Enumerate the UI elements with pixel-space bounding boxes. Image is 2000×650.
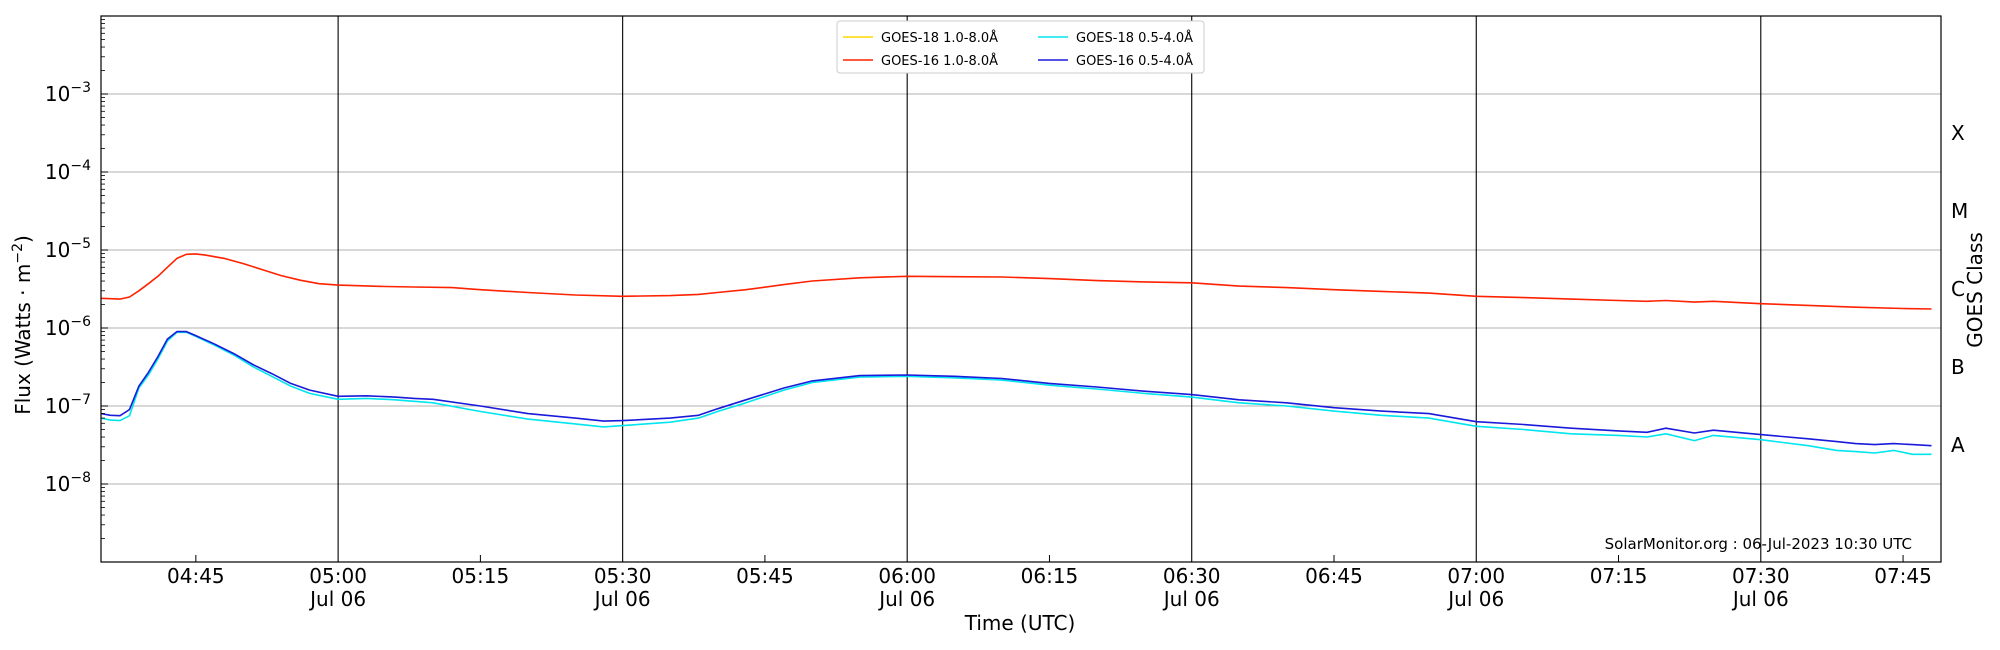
y-tick-label: 10−8 [45, 470, 91, 496]
plot-frame [100, 15, 1942, 563]
series-line-2 [100, 253, 1932, 310]
y-tick-label-exponent: −8 [70, 470, 91, 486]
x-tick-label: 05:00 [309, 564, 367, 588]
goes-class-label: X [1951, 121, 1965, 145]
y-tick-label-base: 10 [45, 394, 70, 418]
x-tick-date-label: Jul 06 [1446, 587, 1504, 611]
y-tick-label-exponent: −5 [70, 236, 91, 252]
y-tick-label-base: 10 [45, 316, 70, 340]
x-tick-label: 05:45 [736, 564, 794, 588]
legend-box [836, 20, 1205, 74]
y-tick-label-exponent: −6 [70, 314, 91, 330]
x-tick-date-label: Jul 06 [593, 587, 651, 611]
y-axis-title-main: Flux (Watts · m [11, 264, 35, 415]
goes-class-label: B [1951, 355, 1965, 379]
goes-class-label: A [1951, 433, 1965, 457]
legend-label: GOES-16 0.5-4.0Å [1076, 53, 1193, 69]
y-tick-label-exponent: −7 [70, 392, 91, 408]
goes-class-label: M [1951, 199, 1968, 223]
x-tick-date-label: Jul 06 [1731, 587, 1789, 611]
x-tick-label: 06:45 [1305, 564, 1363, 588]
y-tick-label-base: 10 [45, 82, 70, 106]
legend-label: GOES-18 1.0-8.0Å [881, 30, 998, 46]
x-tick-date-label: Jul 06 [308, 587, 366, 611]
y-axis-title-exponent: −2 [10, 243, 26, 264]
y-tick-label: 10−6 [45, 314, 91, 340]
x-tick-label: 05:30 [594, 564, 652, 588]
goes-class-label: C [1951, 277, 1965, 301]
x-tick-label: 07:45 [1874, 564, 1932, 588]
credit-text: SolarMonitor.org : 06-Jul-2023 10:30 UTC [1605, 535, 1912, 553]
x-tick-label: 07:15 [1590, 564, 1648, 588]
legend-label: GOES-16 1.0-8.0Å [881, 53, 998, 69]
y-tick-label-exponent: −4 [70, 158, 91, 174]
y-tick-label: 10−3 [45, 80, 91, 106]
x-tick-label: 04:45 [167, 564, 225, 588]
y-tick-labels: 10−810−710−610−510−410−3 [45, 80, 91, 496]
x-axis-title: Time (UTC) [964, 611, 1076, 635]
y-tick-label-base: 10 [45, 160, 70, 184]
x-tick-date-label: Jul 06 [1162, 587, 1220, 611]
y-tick-label-exponent: −3 [70, 80, 91, 96]
series-layer [100, 253, 1932, 456]
x-tick-label: 05:15 [452, 564, 510, 588]
y-tick-label: 10−4 [45, 158, 91, 184]
legend-label: GOES-18 0.5-4.0Å [1076, 30, 1193, 46]
y-tick-label-base: 10 [45, 472, 70, 496]
goes-class-labels: A B C M X [1951, 121, 1968, 457]
x-tick-label: 07:00 [1447, 564, 1505, 588]
y-axis-title-close: ) [11, 235, 35, 243]
y-tick-label: 10−7 [45, 392, 91, 418]
series-line-4 [100, 330, 1932, 447]
x-tick-label: 06:00 [878, 564, 936, 588]
x-tick-label: 07:30 [1732, 564, 1790, 588]
legend: GOES-18 1.0-8.0Å GOES-16 1.0-8.0Å GOES-18 … [836, 20, 1205, 74]
y-tick-label: 10−5 [45, 236, 91, 262]
goes-class-axis-title: GOES Class [1963, 232, 1987, 348]
tick-layer [101, 19, 1904, 562]
x-tick-date-label: Jul 06 [877, 587, 935, 611]
grid-layer [101, 16, 1941, 562]
y-tick-label-base: 10 [45, 238, 70, 262]
x-tick-label: 06:15 [1021, 564, 1079, 588]
x-tick-label: 06:30 [1163, 564, 1221, 588]
y-axis-title: Flux (Watts · m−2) [10, 235, 35, 415]
